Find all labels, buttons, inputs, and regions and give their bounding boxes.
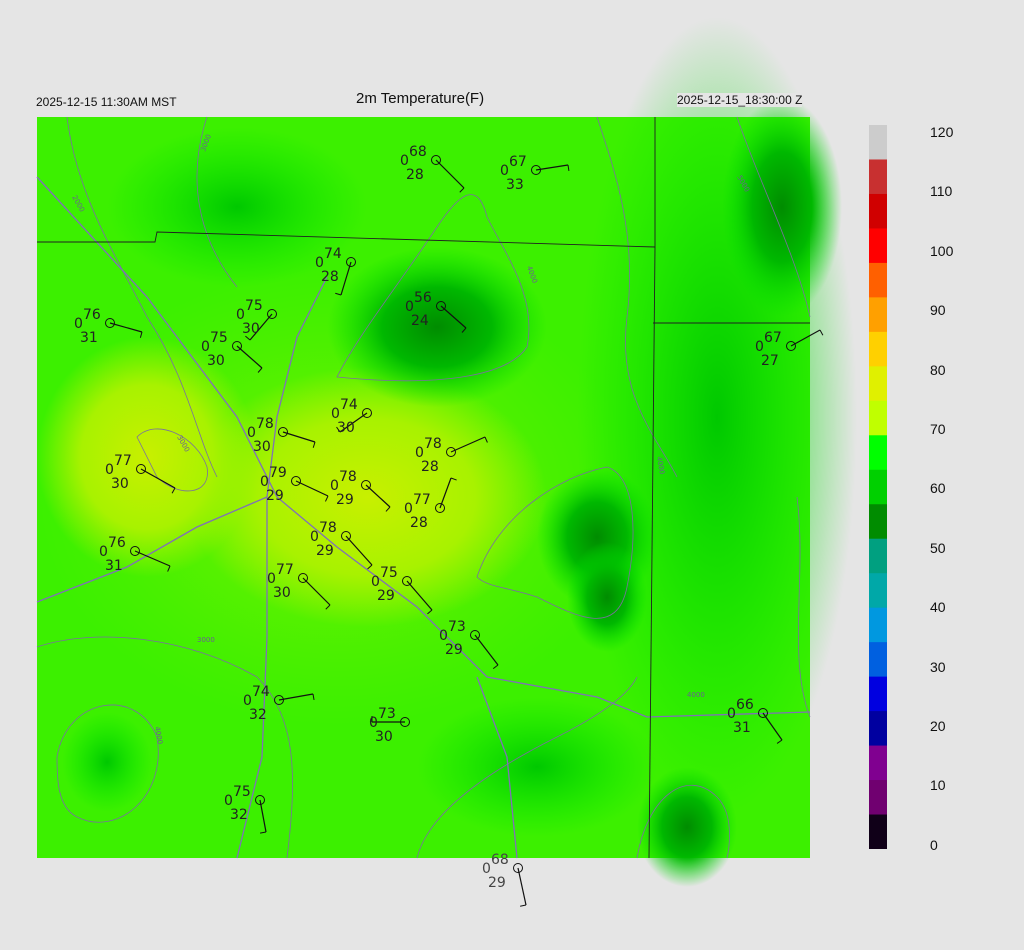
colorbar-swatch [869, 504, 887, 540]
colorbar-swatch [869, 780, 887, 816]
cold-area [327, 247, 547, 407]
map-title: 2m Temperature(F) [356, 90, 485, 107]
colorbar-label: 100 [930, 242, 954, 259]
temperature-map: 2000 3000 4000 5000 3000 3000 4000 4000 … [36, 17, 857, 887]
green-area [417, 697, 657, 837]
contour-label: 4000 [687, 691, 705, 699]
colorbar-label: 40 [930, 599, 946, 616]
utc-time: 2025-12-15_18:30:00 Z [677, 93, 803, 107]
colorbar-swatch [869, 435, 887, 471]
local-time: 2025-12-15 11:30AM MST [36, 95, 177, 109]
contour-label: 4000 [153, 726, 164, 745]
colorbar-swatch [869, 676, 887, 713]
colorbar-label: 20 [930, 718, 946, 734]
colorbar-swatch [869, 607, 887, 644]
wind-barb-flag [520, 904, 527, 907]
contour-label: 3000 [197, 636, 215, 644]
colorbar-swatch [869, 297, 887, 333]
colorbar-swatch [869, 573, 887, 609]
colorbar-label: 30 [930, 658, 946, 675]
colorbar-swatch [869, 262, 887, 299]
colorbar-swatch [869, 159, 887, 195]
colorbar-label: 60 [930, 480, 946, 497]
station-circle [513, 863, 523, 873]
station-value: 0 [482, 861, 491, 877]
colorbar-label: 80 [930, 361, 946, 378]
colorbar-swatch [869, 125, 887, 161]
colorbar-label: 0 [930, 836, 938, 853]
county-borders [37, 117, 810, 859]
colorbar-label: 10 [930, 777, 946, 794]
colorbar-swatch [869, 814, 887, 849]
contour-label: 4000 [655, 456, 666, 475]
colorbar-swatch [869, 366, 887, 402]
colorbar-swatch [869, 228, 887, 264]
cold-area [62, 712, 152, 812]
roads [36, 176, 811, 859]
colorbar-label: 120 [930, 124, 954, 140]
colorbar-swatch [869, 745, 887, 782]
cold-area [637, 767, 737, 887]
cold-area [567, 542, 647, 652]
colorbar-swatch [869, 400, 887, 437]
wind-barb [517, 867, 527, 906]
colorbar-label: 70 [930, 421, 946, 437]
colorbar-swatch [869, 642, 887, 678]
colorbar-label: 90 [930, 302, 946, 319]
colorbar-swatch [869, 469, 887, 506]
colorbar-label: 110 [930, 183, 953, 200]
station-dewpoint: 29 [488, 875, 506, 891]
colorbar-swatch [869, 538, 887, 575]
colorbar-swatch [869, 711, 887, 747]
colorbar-swatch [869, 193, 887, 230]
colorbar [869, 125, 887, 849]
cold-area [722, 97, 842, 317]
colorbar-label: 50 [930, 539, 946, 556]
green-area [107, 127, 367, 287]
colorbar-swatch [869, 331, 887, 368]
